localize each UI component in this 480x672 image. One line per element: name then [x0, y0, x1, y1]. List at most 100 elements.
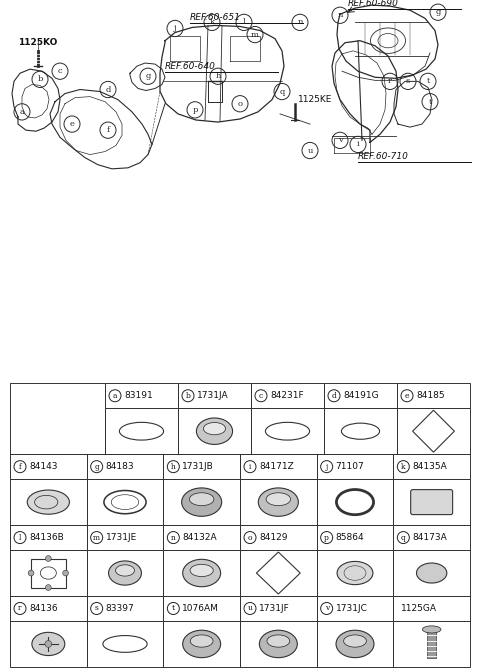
Ellipse shape: [190, 635, 213, 647]
Ellipse shape: [266, 493, 290, 505]
Bar: [87, 525, 163, 550]
Text: v: v: [324, 605, 329, 612]
Bar: [105, 383, 178, 408]
Text: o: o: [248, 534, 252, 542]
Text: a: a: [113, 392, 117, 400]
Bar: [393, 596, 470, 621]
Text: l: l: [242, 18, 245, 26]
Text: s: s: [95, 605, 98, 612]
Text: 84136: 84136: [29, 604, 58, 613]
Text: 84171Z: 84171Z: [259, 462, 294, 471]
Text: 85864: 85864: [336, 533, 364, 542]
Circle shape: [45, 640, 52, 647]
Text: l: l: [19, 534, 21, 542]
Bar: [87, 621, 163, 667]
Text: g: g: [435, 8, 441, 16]
Bar: [178, 383, 251, 408]
Text: m: m: [93, 534, 100, 542]
Text: c: c: [259, 392, 263, 400]
Text: g: g: [94, 462, 99, 470]
Bar: [240, 596, 317, 621]
Text: h: h: [171, 462, 176, 470]
Text: n: n: [297, 18, 303, 26]
Text: i: i: [357, 140, 360, 149]
Bar: [31, 558, 66, 587]
Text: s: s: [406, 77, 410, 85]
Bar: [178, 408, 251, 454]
Text: b: b: [37, 75, 43, 83]
Circle shape: [46, 585, 51, 591]
FancyBboxPatch shape: [411, 490, 453, 515]
Text: 83397: 83397: [106, 604, 134, 613]
Text: a: a: [20, 108, 24, 116]
Ellipse shape: [196, 418, 233, 444]
Bar: [87, 454, 163, 479]
Text: e: e: [70, 120, 74, 128]
Text: d: d: [105, 85, 111, 93]
Text: 1731JB: 1731JB: [182, 462, 214, 471]
Text: 84143: 84143: [29, 462, 58, 471]
Ellipse shape: [344, 635, 366, 647]
Bar: [10, 454, 87, 479]
Bar: [393, 525, 470, 550]
Text: k: k: [209, 18, 215, 26]
Ellipse shape: [204, 423, 226, 435]
Text: e: e: [405, 392, 409, 400]
Bar: [317, 596, 393, 621]
Bar: [240, 479, 317, 525]
Ellipse shape: [116, 564, 134, 576]
Ellipse shape: [32, 632, 65, 656]
Text: 84183: 84183: [106, 462, 134, 471]
Bar: [317, 550, 393, 596]
Ellipse shape: [27, 490, 70, 514]
Text: 1731JC: 1731JC: [336, 604, 368, 613]
Text: p: p: [192, 106, 198, 114]
Text: REF.60-640: REF.60-640: [165, 62, 216, 71]
Text: REF.60-651: REF.60-651: [190, 13, 241, 22]
Text: 1076AM: 1076AM: [182, 604, 219, 613]
Bar: [324, 408, 397, 454]
Text: REF.60-710: REF.60-710: [358, 152, 409, 161]
Text: c: c: [58, 67, 62, 75]
Text: d: d: [332, 392, 336, 400]
Bar: [163, 479, 240, 525]
Bar: [240, 454, 317, 479]
Text: 1731JA: 1731JA: [197, 391, 228, 401]
Bar: [87, 479, 163, 525]
Bar: [10, 525, 87, 550]
Text: r: r: [388, 77, 392, 85]
Text: q: q: [401, 534, 406, 542]
Bar: [393, 621, 470, 667]
Text: 1125GA: 1125GA: [401, 604, 437, 613]
Text: t: t: [426, 77, 430, 85]
Bar: [428, 630, 436, 659]
Bar: [10, 621, 87, 667]
Bar: [10, 383, 105, 454]
Ellipse shape: [190, 493, 214, 505]
Text: p: p: [324, 534, 329, 542]
Text: t: t: [428, 97, 432, 106]
Text: v: v: [337, 136, 342, 144]
Bar: [163, 550, 240, 596]
Text: q: q: [279, 87, 285, 95]
Ellipse shape: [422, 626, 441, 633]
Bar: [397, 408, 470, 454]
Bar: [393, 550, 470, 596]
Bar: [163, 621, 240, 667]
Ellipse shape: [258, 488, 299, 516]
Text: o: o: [238, 99, 242, 108]
Bar: [163, 454, 240, 479]
Text: REF.60-690: REF.60-690: [348, 0, 399, 8]
Ellipse shape: [259, 630, 297, 658]
Text: i: i: [249, 462, 251, 470]
Text: t: t: [172, 605, 175, 612]
Text: k: k: [401, 462, 406, 470]
Bar: [163, 525, 240, 550]
Text: 84129: 84129: [259, 533, 288, 542]
Ellipse shape: [336, 630, 374, 658]
Bar: [317, 479, 393, 525]
Ellipse shape: [181, 488, 222, 516]
Bar: [87, 550, 163, 596]
Text: 71107: 71107: [336, 462, 364, 471]
Ellipse shape: [183, 559, 221, 587]
